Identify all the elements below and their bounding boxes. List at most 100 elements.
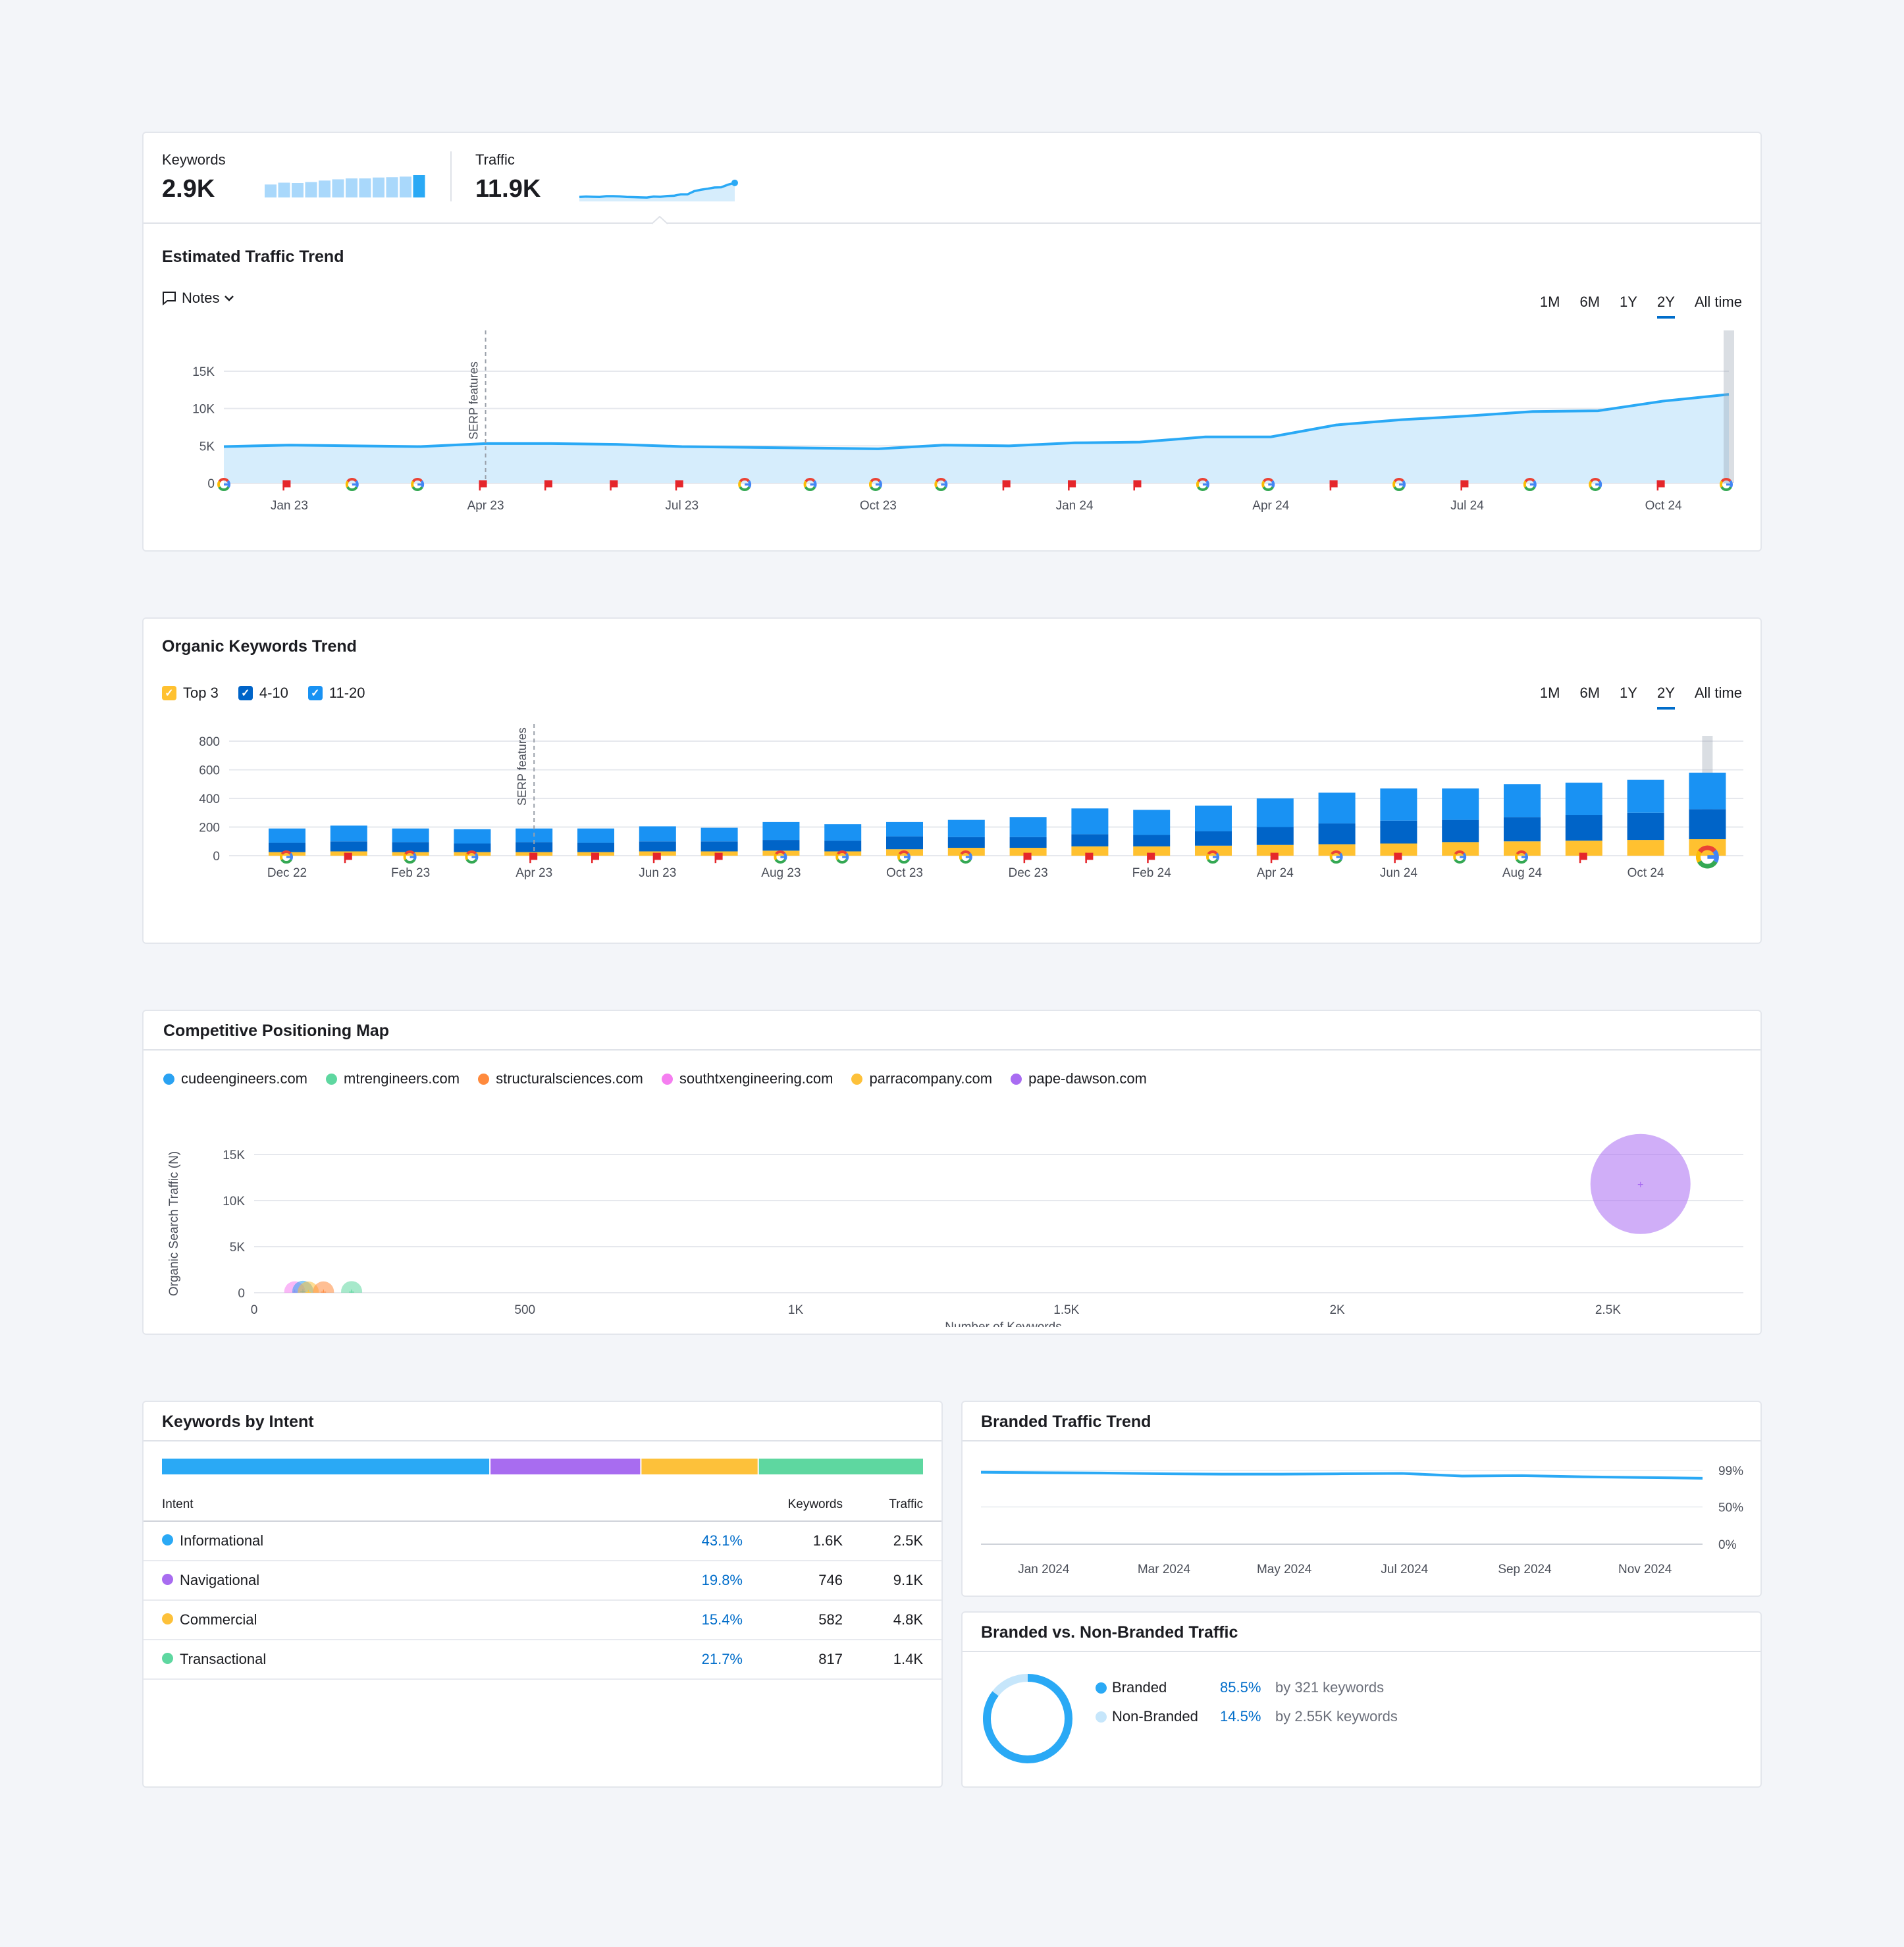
traffic-value: 11.9K [475,175,541,203]
legend-domain[interactable]: pape-dawson.com [1011,1070,1147,1087]
google-icon [465,850,479,864]
intent-name-cell: Informational [144,1521,610,1561]
x-tick-label: Jan 2024 [1018,1563,1070,1576]
traffic-range-selector: 1M 6M 1Y 2Y All time [1540,294,1742,319]
non-branded-row[interactable]: Non-Branded 14.5% by 2.55K keywords [1096,1702,1398,1731]
bar-segment [639,841,676,852]
range-1m[interactable]: 1M [1539,685,1560,701]
bar-segment [392,828,429,843]
intent-pct[interactable]: 19.8% [610,1561,743,1601]
range-1m[interactable]: 1M [1539,294,1560,310]
legend-domain[interactable]: mtrengineers.com [326,1070,460,1087]
bar-segment [1442,819,1479,843]
range-1y[interactable]: 1Y [1620,685,1637,701]
range-2y[interactable]: 2Y [1656,294,1675,319]
table-row[interactable]: Navigational 19.8% 746 9.1K [144,1561,941,1601]
checkbox-checked-icon: ✓ [162,686,176,700]
bar-segment [1133,835,1171,846]
legend-domain[interactable]: southtxengineering.com [661,1070,833,1087]
sparkline-area [579,182,735,201]
bar-segment [1318,823,1356,844]
intent-pct[interactable]: 21.7% [610,1640,743,1680]
bar-segment [1195,831,1232,846]
legend-domain-label: mtrengineers.com [344,1070,460,1087]
range-6m[interactable]: 6M [1579,685,1600,701]
legend-top3[interactable]: ✓ Top 3 [162,685,219,702]
table-row[interactable]: Informational 43.1% 1.6K 2.5K [144,1521,941,1561]
range-all-time[interactable]: All time [1694,685,1742,701]
flag-icon [1270,852,1279,864]
sparkline-bar [292,183,304,197]
x-tick-label: Jul 23 [665,499,699,513]
x-tick-label: 1K [788,1303,804,1317]
y-tick-label: 50% [1718,1501,1743,1515]
legend-domain[interactable]: structuralsciences.com [478,1070,643,1087]
x-tick-label: Oct 24 [1627,866,1664,880]
intent-dot [162,1653,173,1664]
bar-segment [1565,815,1602,841]
bar-segment [269,828,305,843]
range-all-time[interactable]: All time [1694,294,1742,310]
traffic-trend-title: Estimated Traffic Trend [162,247,344,266]
google-icon [803,478,817,491]
x-tick-label: Jun 24 [1380,866,1417,880]
x-tick-label: Apr 24 [1252,499,1289,513]
google-icon [217,478,230,491]
positioning-divider [144,1049,1760,1051]
flag-icon [479,480,487,491]
google-icon [1453,850,1467,864]
x-tick-label: Nov 2024 [1618,1563,1672,1576]
traffic-label: Traffic [475,151,515,168]
point-center-mark: + [305,1287,311,1299]
legend-dot [661,1073,673,1085]
non-branded-pct[interactable]: 14.5% [1220,1708,1261,1725]
keywords-summary[interactable]: Keywords 2.9K [162,151,226,203]
range-6m[interactable]: 6M [1579,294,1600,310]
sparkline-bar [278,182,290,197]
traffic-col-header: Traffic [843,1489,941,1522]
donut-slice [983,1674,1072,1763]
bar-segment [1689,809,1726,839]
traffic-summary[interactable]: Traffic 11.9K [475,151,541,203]
bar-segment [886,836,923,850]
x-tick-label: May 2024 [1257,1563,1312,1576]
legend-4-10[interactable]: ✓ 4-10 [238,685,288,702]
bar-segment [762,821,800,841]
range-1y[interactable]: 1Y [1620,294,1637,310]
bar-segment [1133,810,1171,835]
intent-name-cell: Navigational [144,1561,610,1601]
notes-dropdown[interactable]: Notes [162,290,234,307]
bar-segment [1627,779,1664,813]
legend-11-20[interactable]: ✓ 11-20 [307,685,365,702]
intent-bar-segment [162,1459,490,1474]
y-tick-label: 15K [192,365,215,379]
branded-pct[interactable]: 85.5% [1220,1679,1261,1696]
intent-pct[interactable]: 15.4% [610,1600,743,1640]
bar-segment [824,824,862,841]
branded-row[interactable]: Branded 85.5% by 321 keywords [1096,1673,1398,1702]
intent-keywords: 1.6K [743,1521,843,1561]
intent-bar-segment [758,1459,923,1474]
google-icon [1329,850,1343,864]
x-tick-label: Jan 23 [271,499,308,513]
intent-name-cell: Commercial [144,1600,610,1640]
table-row[interactable]: Transactional 21.7% 817 1.4K [144,1640,941,1680]
intent-distribution-bar [162,1459,923,1474]
keywords-legend: ✓ Top 3 ✓ 4-10 ✓ 11-20 [162,685,365,702]
legend-domain[interactable]: parracompany.com [851,1070,992,1087]
intent-dot [162,1534,173,1545]
hover-marker [1724,330,1734,483]
table-row[interactable]: Commercial 15.4% 582 4.8K [144,1600,941,1640]
flag-icon [1133,480,1142,491]
checkbox-checked-icon: ✓ [307,686,323,700]
range-2y[interactable]: 2Y [1656,685,1675,710]
intent-pct[interactable]: 43.1% [610,1521,743,1561]
x-tick-label: Jul 2024 [1381,1563,1428,1576]
y-tick-label: 0 [207,477,215,491]
flag-icon [282,480,291,491]
legend-domain-label: parracompany.com [869,1070,993,1087]
sparkline-bar [400,176,411,197]
y-tick-label: 400 [199,792,220,806]
legend-domain[interactable]: cudeengineers.com [163,1070,307,1087]
flag-icon [1656,480,1665,491]
